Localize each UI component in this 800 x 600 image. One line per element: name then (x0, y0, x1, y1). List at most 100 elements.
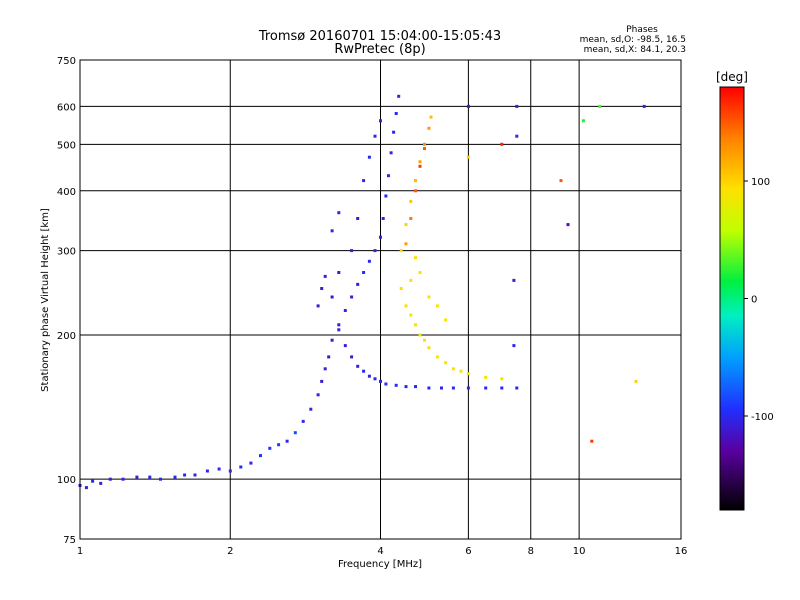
data-point (427, 295, 431, 299)
data-point (409, 199, 413, 203)
y-tick-label: 400 (57, 187, 76, 198)
data-point (440, 386, 443, 390)
data-point (427, 386, 431, 390)
data-point (84, 486, 88, 490)
data-point (423, 338, 426, 342)
stats-line-x: mean, sd,X: 84.1, 20.3 (584, 45, 686, 55)
data-point (301, 419, 305, 423)
data-point (435, 304, 439, 308)
data-point (135, 475, 139, 479)
data-point (350, 355, 354, 359)
stats-header: Phases (626, 25, 658, 35)
data-point (451, 367, 455, 371)
data-point (356, 364, 360, 368)
data-point (392, 130, 396, 134)
data-point (277, 443, 281, 447)
data-point (183, 473, 187, 477)
y-tick-label: 600 (57, 102, 76, 113)
y-tick-label: 500 (57, 140, 76, 151)
data-point (404, 223, 408, 227)
data-point (414, 189, 417, 193)
data-point (268, 446, 272, 450)
data-point (484, 376, 488, 379)
data-point (404, 385, 408, 389)
data-point (387, 174, 390, 178)
data-point (423, 142, 426, 146)
data-point (173, 475, 177, 479)
data-point (320, 379, 324, 383)
data-point (330, 338, 334, 342)
data-point (121, 477, 125, 481)
data-point (444, 318, 448, 322)
data-point (418, 271, 422, 274)
data-point (590, 439, 594, 443)
data-point (362, 369, 366, 373)
data-point (362, 271, 366, 274)
data-point (367, 259, 371, 263)
data-point (293, 431, 297, 435)
data-point (330, 229, 334, 233)
data-point (323, 367, 327, 371)
data-point (418, 164, 422, 168)
data-point (381, 217, 385, 220)
data-point (337, 328, 341, 332)
data-point (350, 249, 354, 253)
data-point (343, 309, 347, 312)
x-tick-label: 6 (465, 546, 471, 557)
data-point (327, 355, 331, 359)
data-point (309, 407, 313, 411)
data-point (384, 382, 388, 386)
data-point (228, 469, 232, 473)
data-point (512, 344, 516, 348)
colorbar-tick-label: 100 (751, 177, 770, 188)
data-point (356, 217, 360, 220)
data-point (634, 379, 638, 383)
x-tick-label: 10 (573, 546, 586, 557)
data-point (389, 151, 393, 155)
data-point (515, 386, 519, 390)
data-point (409, 278, 413, 282)
data-point (423, 147, 426, 151)
data-point (379, 379, 382, 383)
plot-frame (79, 59, 682, 540)
data-point (193, 473, 197, 477)
data-point (500, 386, 504, 390)
data-point (409, 313, 413, 317)
data-point (205, 469, 209, 473)
data-point (323, 274, 327, 278)
data-point (99, 481, 103, 485)
data-point (394, 112, 398, 115)
data-point (343, 344, 347, 348)
data-point (418, 160, 422, 164)
data-point (429, 115, 433, 119)
data-point (337, 211, 341, 215)
data-point (414, 385, 417, 389)
data-point (515, 134, 519, 138)
colorbar-tick-label: 0 (751, 295, 757, 306)
data-point (404, 242, 408, 246)
data-point (159, 477, 162, 481)
data-point (414, 179, 417, 183)
data-point (466, 104, 470, 108)
data-point (397, 94, 401, 98)
data-point (466, 155, 470, 159)
x-axis-label: Frequency [MHz] (338, 559, 422, 570)
data-point (316, 304, 320, 308)
grid-lines (80, 60, 681, 539)
data-point (91, 479, 95, 483)
data-point (559, 179, 563, 183)
y-tick-label: 300 (57, 247, 76, 258)
data-point (239, 465, 243, 469)
data-point (399, 287, 403, 290)
y-tick-label: 200 (57, 331, 76, 342)
axis-ticks: 1 2 4 6 8 10 16 75 100 200 300 400 500 600 750 (57, 56, 687, 557)
data-point (337, 323, 341, 327)
data-point (330, 295, 334, 299)
data-point (367, 374, 371, 378)
data-point (414, 323, 417, 327)
data-point (379, 119, 382, 123)
data-point (373, 249, 377, 253)
data-point (512, 278, 516, 282)
data-point (356, 282, 360, 286)
